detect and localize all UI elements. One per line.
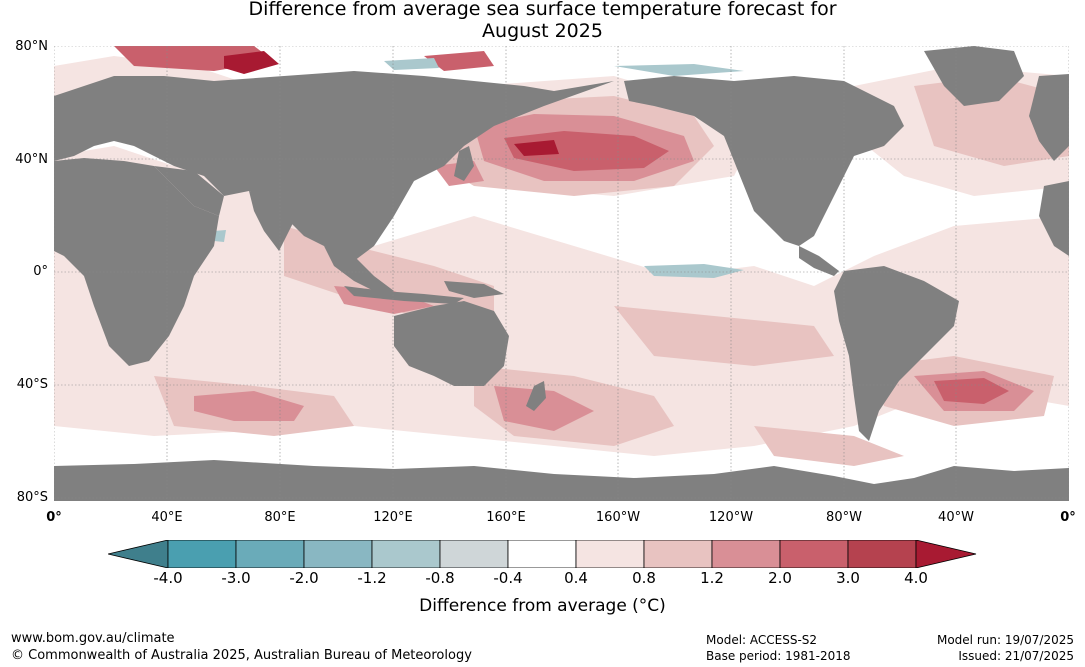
indonesia-land <box>344 286 464 304</box>
website-text: www.bom.gov.au/climate <box>11 631 175 646</box>
africa-land <box>54 158 219 366</box>
sst-anomaly-map <box>54 46 1069 501</box>
colorbar-segment <box>507 540 577 568</box>
model-text: Model: ACCESS-S2 <box>706 633 818 647</box>
lon-label-80e: 80°E <box>264 510 296 525</box>
lon-label-160w: 160°W <box>595 510 641 525</box>
colorbar-segment <box>235 540 305 568</box>
colorbar-tick-label: -0.8 <box>425 569 455 587</box>
colorbar-under-arrow <box>108 540 169 568</box>
colorbar-tick-label: 0.4 <box>564 569 588 587</box>
colorbar-segment <box>779 540 849 568</box>
copyright-text: © Commonwealth of Australia 2025, Austra… <box>11 648 472 663</box>
colorbar <box>108 540 977 568</box>
west-africa-land <box>1039 181 1069 256</box>
lon-label-0-left: 0° <box>46 510 62 525</box>
greenland-land <box>924 46 1024 106</box>
south-america-land <box>834 266 959 441</box>
lon-label-40e: 40°E <box>151 510 183 525</box>
lat-label-equator: 0° <box>33 264 48 279</box>
colorbar-over-arrow <box>915 540 977 568</box>
new-zealand-land <box>526 381 546 411</box>
lat-label-80n: 80°N <box>15 39 48 54</box>
colorbar-segment <box>847 540 917 568</box>
colorbar-tick-label: 2.0 <box>768 569 792 587</box>
colorbar-segment <box>711 540 781 568</box>
colorbar-tick-label: -1.2 <box>357 569 387 587</box>
colorbar-tick-label: 3.0 <box>836 569 860 587</box>
colorbar-tick-label: -2.0 <box>289 569 319 587</box>
map-title-line-2: August 2025 <box>482 20 603 42</box>
colorbar-segment <box>303 540 373 568</box>
colorbar-tick-label: 0.8 <box>632 569 656 587</box>
north-america-land <box>624 76 904 246</box>
colorbar-segment <box>371 540 441 568</box>
colorbar-tick-label: -0.4 <box>493 569 523 587</box>
graticule <box>54 46 1069 501</box>
lat-label-80s: 80°S <box>16 490 48 505</box>
land-masses <box>54 46 1069 501</box>
colorbar-segment <box>575 540 645 568</box>
antarctica-land <box>54 460 1069 501</box>
base-period-text: Base period: 1981-2018 <box>706 649 851 663</box>
western-europe-land <box>1029 74 1069 161</box>
model-run-text: Model run: 19/07/2025 <box>936 633 1074 647</box>
map-title-line-1: Difference from average sea surface temp… <box>248 0 837 20</box>
lon-label-40w: 40°W <box>938 510 974 525</box>
india-land <box>249 191 294 251</box>
colorbar-tick-label: 4.0 <box>904 569 928 587</box>
new-guinea-land <box>444 281 504 298</box>
colorbar-segment <box>167 540 237 568</box>
colorbar-segment <box>643 540 713 568</box>
anomaly-cool <box>214 58 744 278</box>
lon-label-80w: 80°W <box>826 510 862 525</box>
colorbar-label: Difference from average (°C) <box>419 596 666 616</box>
lon-label-160e: 160°E <box>486 510 526 525</box>
lon-label-0-right: 0° <box>1060 510 1076 525</box>
lon-label-120e: 120°E <box>373 510 413 525</box>
eurasia-land <box>54 71 614 261</box>
arabia-land <box>154 166 224 216</box>
anomaly-strong-warm <box>114 46 1009 404</box>
central-america-land <box>799 246 839 276</box>
lat-label-40s: 40°S <box>16 377 48 392</box>
japan-land <box>454 146 474 181</box>
australia-land <box>394 301 509 386</box>
southeast-asia-land <box>324 246 394 296</box>
lat-label-40n: 40°N <box>15 152 48 167</box>
lon-label-120w: 120°W <box>708 510 754 525</box>
colorbar-tick-label: 1.2 <box>700 569 724 587</box>
issued-text: Issued: 21/07/2025 <box>958 649 1074 663</box>
colorbar-tick-label: -4.0 <box>153 569 183 587</box>
colorbar-segment <box>439 540 509 568</box>
colorbar-tick-label: -3.0 <box>221 569 251 587</box>
